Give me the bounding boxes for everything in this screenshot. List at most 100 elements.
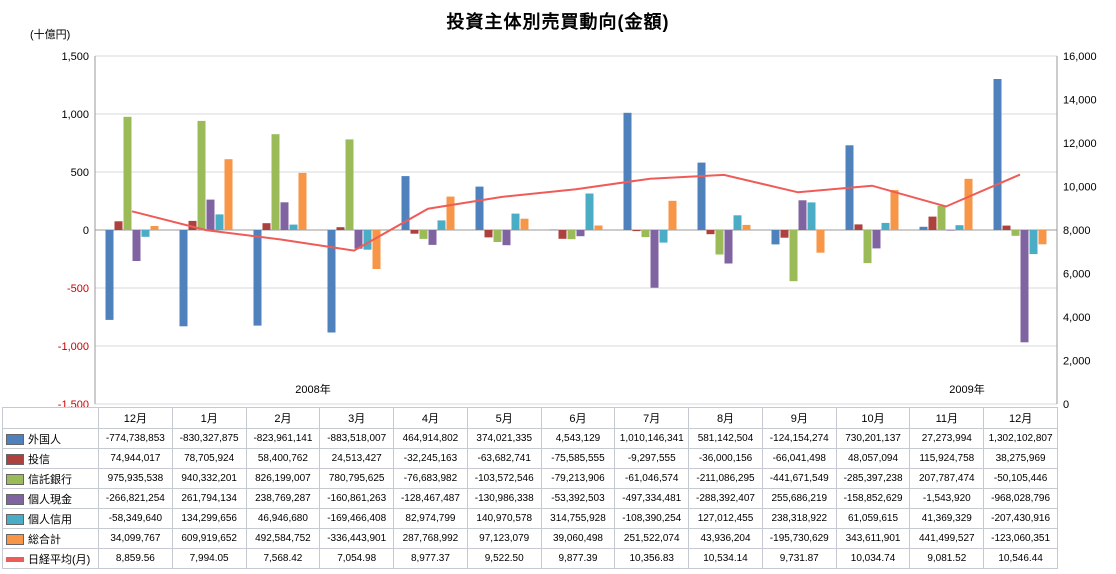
bar-個人現金 [724, 230, 733, 264]
value-cell: 261,794,134 [171, 488, 247, 509]
value-cell: -36,000,156 [688, 448, 763, 469]
bar-信託銀行 [271, 134, 280, 230]
value-cell: 826,199,007 [245, 468, 321, 489]
value-cell: 8,977.37 [393, 548, 468, 569]
value-cell: -830,327,875 [171, 428, 247, 449]
bar-信託銀行 [641, 230, 650, 238]
left-axis-tick-label: 1,500 [61, 51, 89, 63]
month-header-row: 12月 1月 2月 3月 4月 5月 6月 7月 8月 9月 10月 11月 12月 [2, 407, 1058, 429]
value-cell: 7,568.42 [245, 548, 321, 569]
year-label: 2009年 [949, 382, 984, 396]
left-axis-tick-label: 1,000 [61, 109, 89, 121]
value-cell: -128,467,487 [393, 488, 468, 509]
bar-外国人 [919, 226, 928, 230]
value-cell: 581,142,504 [688, 428, 763, 449]
bar-総合計 [298, 172, 307, 230]
series-name-cell: 総合計 [2, 528, 99, 549]
value-cell: -288,392,407 [688, 488, 763, 509]
month-header-cell: 2月 [245, 407, 321, 429]
value-cell: 609,919,652 [171, 528, 247, 549]
value-cell: 38,275,969 [983, 448, 1058, 469]
series-name-cell: 信託銀行 [2, 468, 99, 489]
legend-key-icon [6, 474, 24, 486]
value-cell: 780,795,625 [319, 468, 395, 489]
month-header-cell: 7月 [614, 407, 690, 429]
bar-信託銀行 [937, 205, 946, 230]
bar-個人信用 [881, 222, 890, 230]
month-header-cell: 4月 [393, 407, 468, 429]
value-cell: 1,302,102,807 [983, 428, 1058, 449]
month-header-cell: 11月 [909, 407, 985, 429]
bar-投信 [336, 227, 345, 230]
value-cell: -61,046,574 [614, 468, 690, 489]
value-cell: -497,334,481 [614, 488, 690, 509]
bar-外国人 [105, 230, 114, 320]
series-name-cell: 個人現金 [2, 488, 99, 509]
bar-総合計 [520, 218, 529, 230]
bar-総合計 [1038, 230, 1047, 245]
bar-投信 [410, 230, 419, 234]
chart-title: 投資主体別売買動向(金額) [446, 12, 670, 32]
value-cell: 27,273,994 [909, 428, 985, 449]
value-cell: -103,572,546 [466, 468, 542, 489]
value-cell: 9,081.52 [909, 548, 985, 569]
bar-総合計 [890, 190, 899, 230]
value-cell: -195,730,629 [761, 528, 837, 549]
value-cell: 374,021,335 [466, 428, 542, 449]
value-cell: -63,682,741 [466, 448, 542, 469]
bar-個人現金 [354, 230, 363, 249]
bar-個人信用 [955, 225, 964, 230]
left-axis-tick-label: 500 [71, 167, 89, 179]
bar-個人現金 [576, 230, 585, 237]
bar-投信 [114, 221, 123, 230]
right-axis-tick-label: 8,000 [1063, 225, 1091, 237]
value-cell: 10,034.74 [835, 548, 911, 569]
legend-key-icon [6, 557, 24, 563]
bar-個人現金 [206, 199, 215, 230]
bar-外国人 [401, 176, 410, 230]
bar-外国人 [327, 230, 336, 333]
value-cell: -58,349,640 [98, 508, 173, 529]
bar-投信 [558, 230, 567, 239]
table-row: 個人現金 -266,821,254 261,794,134 238,769,287 -1… [2, 488, 1058, 509]
bar-個人信用 [141, 230, 150, 237]
bar-個人信用 [585, 193, 594, 230]
value-cell: -336,443,901 [319, 528, 395, 549]
bar-個人信用 [511, 213, 520, 230]
month-header-cell: 12月 [98, 407, 173, 429]
bar-信託銀行 [345, 139, 354, 230]
value-cell: -883,518,007 [319, 428, 395, 449]
right-axis-tick-label: 6,000 [1063, 269, 1091, 281]
table-row: 外国人 -774,738,853 -830,327,875 -823,961,141-… [2, 428, 1058, 449]
value-cell: 9,877.39 [540, 548, 616, 569]
value-cell: -50,105,446 [983, 468, 1058, 489]
bar-個人現金 [798, 200, 807, 230]
year-label: 2008年 [295, 382, 330, 396]
value-cell: -1,543,920 [909, 488, 985, 509]
data-table: 12月 1月 2月 3月 4月 5月 6月 7月 8月 9月 10月 11月 12月 外国人 -774,73… [2, 407, 1058, 569]
month-header-cell: 10月 [835, 407, 911, 429]
value-cell: 8,859.56 [98, 548, 173, 569]
bar-個人信用 [659, 230, 668, 243]
value-cell: -823,961,141 [245, 428, 321, 449]
value-cell: 7,054.98 [319, 548, 395, 569]
value-cell: -169,466,408 [319, 508, 395, 529]
value-cell: 34,099,767 [98, 528, 173, 549]
bar-信託銀行 [419, 230, 428, 239]
value-cell: 238,769,287 [245, 488, 321, 509]
value-cell: 238,318,922 [761, 508, 837, 529]
value-cell: -207,430,916 [983, 508, 1058, 529]
bar-個人信用 [733, 215, 742, 230]
value-cell: 287,768,992 [393, 528, 468, 549]
value-cell: -108,390,254 [614, 508, 690, 529]
bar-外国人 [993, 79, 1002, 230]
bar-外国人 [771, 230, 780, 245]
value-cell: 61,059,615 [835, 508, 911, 529]
value-cell: 97,123,079 [466, 528, 542, 549]
bar-信託銀行 [123, 116, 132, 230]
bar-投信 [632, 230, 641, 232]
legend-key-icon [6, 534, 24, 546]
value-cell: 464,914,802 [393, 428, 468, 449]
bar-信託銀行 [1011, 230, 1020, 236]
